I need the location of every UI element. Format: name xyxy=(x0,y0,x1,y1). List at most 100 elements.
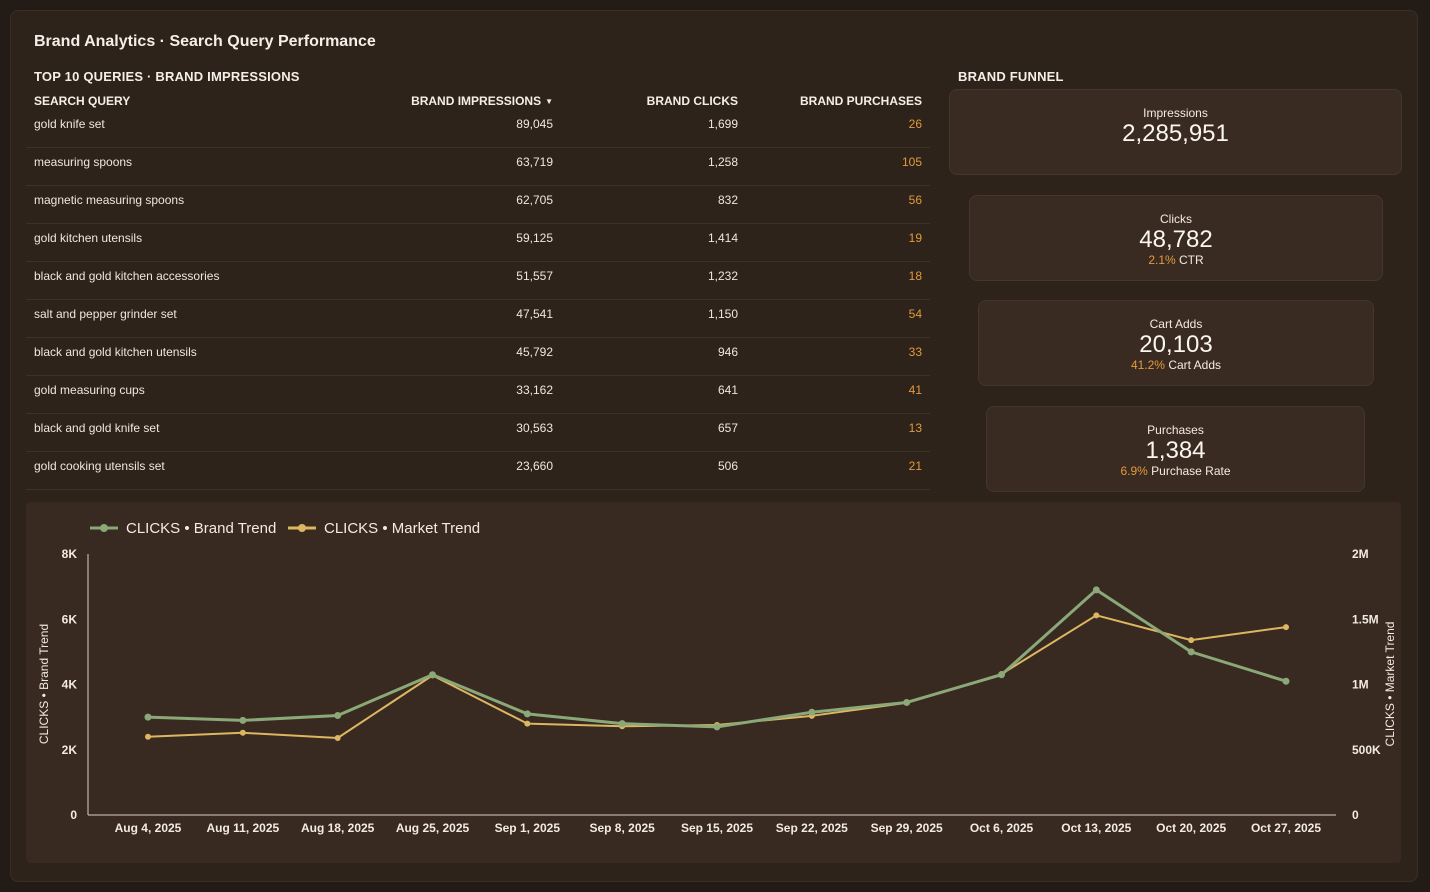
cell-brand-purchases: 105 xyxy=(901,155,922,169)
series-line-brand-trend xyxy=(147,588,1287,729)
funnel-rate: 41.2% Cart Adds xyxy=(979,358,1373,372)
cell-brand-clicks: 506 xyxy=(717,459,738,473)
cell-brand-purchases: 33 xyxy=(908,345,922,359)
table-row[interactable]: gold cooking utensils set 23,660 506 21 xyxy=(26,452,930,490)
y2-tick-label: 0 xyxy=(1352,808,1359,822)
data-point-brand xyxy=(808,708,816,716)
table-row[interactable]: black and gold kitchen accessories 51,557… xyxy=(26,262,930,300)
series-line-market-trend xyxy=(147,614,1287,740)
funnel-card-cart-adds: Cart Adds 20,103 41.2% Cart Adds xyxy=(978,300,1374,386)
cell-brand-impressions: 51,557 xyxy=(516,269,553,283)
cell-brand-clicks: 946 xyxy=(717,345,738,359)
cell-search-query: gold measuring cups xyxy=(34,383,145,397)
x-tick-label: Oct 13, 2025 xyxy=(1061,821,1131,835)
data-point-market xyxy=(239,729,246,736)
cell-brand-impressions: 47,541 xyxy=(516,307,553,321)
cell-brand-impressions: 33,162 xyxy=(516,383,553,397)
x-tick-label: Sep 22, 2025 xyxy=(776,821,848,835)
y2-tick-label: 1.5M xyxy=(1352,612,1379,626)
table-row[interactable]: gold measuring cups 33,162 641 41 xyxy=(26,376,930,414)
cell-brand-clicks: 1,150 xyxy=(707,307,738,321)
table-row[interactable]: magnetic measuring spoons 62,705 832 56 xyxy=(26,186,930,224)
table-row[interactable]: black and gold kitchen utensils 45,792 946… xyxy=(26,338,930,376)
cell-brand-impressions: 89,045 xyxy=(516,117,553,131)
data-point-market xyxy=(1188,637,1195,644)
x-tick-label: Aug 4, 2025 xyxy=(115,821,182,835)
cell-search-query: measuring spoons xyxy=(34,155,133,169)
table-title: TOP 10 QUERIES · BRAND IMPRESSIONS xyxy=(34,69,300,84)
funnel-label: Cart Adds xyxy=(1149,317,1203,331)
cell-search-query: black and gold kitchen utensils xyxy=(34,345,197,359)
cell-brand-purchases: 19 xyxy=(908,231,922,245)
y2-tick-label: 500K xyxy=(1352,743,1381,757)
cell-brand-clicks: 641 xyxy=(717,383,738,397)
cell-search-query: gold knife set xyxy=(34,117,105,131)
data-point-brand xyxy=(523,710,531,718)
trend-chart: 0 2K 4K 6K 8K 0 500K 1M 1.5M 2M Aug 4, 2025 Aug 11,… xyxy=(37,520,1397,835)
y-tick-label: 4K xyxy=(62,678,78,692)
legend-label-0: CLICKS • Brand Trend xyxy=(126,520,276,537)
table-row[interactable]: gold knife set 89,045 1,699 26 xyxy=(26,110,930,148)
cell-brand-purchases: 54 xyxy=(908,307,922,321)
funnel-rate-label: Purchase Rate xyxy=(1151,464,1231,478)
x-tick-label: Aug 18, 2025 xyxy=(301,821,375,835)
x-tick-label: Sep 8, 2025 xyxy=(589,821,655,835)
funnel-rate-label: CTR xyxy=(1179,253,1204,267)
x-tick-label: Aug 11, 2025 xyxy=(206,821,279,835)
col-header-brand-impressions[interactable]: BRAND IMPRESSIONS ▼ xyxy=(346,94,553,108)
cell-brand-clicks: 1,414 xyxy=(707,231,738,245)
funnel-rate-value: 41.2% xyxy=(1130,358,1165,372)
data-point-brand xyxy=(239,716,247,724)
funnel-rate: 2.1% CTR xyxy=(970,253,1382,267)
funnel-rate-label: Cart Adds xyxy=(1168,358,1222,372)
cell-brand-impressions: 59,125 xyxy=(516,231,553,245)
cell-brand-impressions: 63,719 xyxy=(516,155,553,169)
funnel-label: Purchases xyxy=(1147,423,1204,437)
data-point-market xyxy=(1283,624,1289,631)
y-tick-label: 6K xyxy=(62,612,78,626)
funnel-rate-value: 6.9% xyxy=(1120,464,1148,478)
legend-label-1: CLICKS • Market Trend xyxy=(324,520,480,537)
cell-search-query: black and gold kitchen accessories xyxy=(34,269,220,283)
data-point-brand xyxy=(429,671,436,679)
trend-chart-panel: 0 2K 4K 6K 8K 0 500K 1M 1.5M 2M Aug 4, 2025 Aug 11,… xyxy=(26,502,1401,863)
cell-brand-impressions: 45,792 xyxy=(516,345,553,359)
funnel-card-impressions: Impressions 2,285,951 xyxy=(949,89,1402,175)
data-point-brand xyxy=(1187,648,1195,656)
data-point-market xyxy=(145,733,151,740)
table-row[interactable]: salt and pepper grinder set 47,541 1,150 54 xyxy=(26,300,930,338)
cell-search-query: salt and pepper grinder set xyxy=(34,307,177,321)
col-header-brand-purchases[interactable]: BRAND PURCHASES xyxy=(799,94,922,108)
col-header-brand-clicks[interactable]: BRAND CLICKS xyxy=(646,94,738,108)
data-point-brand xyxy=(998,671,1005,679)
cell-brand-clicks: 1,232 xyxy=(707,269,738,283)
cell-brand-clicks: 1,699 xyxy=(707,117,738,131)
cell-brand-purchases: 41 xyxy=(908,383,922,397)
data-point-brand xyxy=(713,723,721,731)
table-row[interactable]: gold kitchen utensils 59,125 1,414 19 xyxy=(26,224,930,262)
col-header-search-query[interactable]: SEARCH QUERY xyxy=(34,94,131,108)
funnel-title: BRAND FUNNEL xyxy=(958,69,1064,84)
cell-brand-clicks: 832 xyxy=(717,193,738,207)
cell-brand-impressions: 62,705 xyxy=(516,193,553,207)
data-point-brand xyxy=(1282,677,1290,685)
table-row[interactable]: measuring spoons 63,719 1,258 105 xyxy=(26,148,930,186)
funnel-value: 1,384 xyxy=(1145,437,1206,464)
x-tick-label: Sep 15, 2025 xyxy=(681,821,753,835)
funnel-label: Clicks xyxy=(1160,212,1192,226)
x-tick-label: Oct 27, 2025 xyxy=(1251,821,1321,835)
y-axis-title: CLICKS • Brand Trend xyxy=(37,624,51,744)
x-tick-label: Oct 20, 2025 xyxy=(1156,821,1226,835)
cell-brand-purchases: 26 xyxy=(908,117,922,131)
legend-marker-0 xyxy=(100,524,108,532)
funnel-value: 20,103 xyxy=(1139,331,1213,358)
table-row[interactable]: black and gold knife set 30,563 657 13 xyxy=(26,414,930,452)
y2-axis-title: CLICKS • Market Trend xyxy=(1383,622,1397,747)
x-tick-label: Sep 29, 2025 xyxy=(871,821,943,835)
x-tick-label: Oct 6, 2025 xyxy=(970,821,1034,835)
data-point-brand xyxy=(1092,586,1100,594)
cell-search-query: magnetic measuring spoons xyxy=(34,193,185,207)
y-tick-label: 2K xyxy=(62,743,78,757)
legend-marker-1 xyxy=(298,524,306,532)
funnel-rate: 6.9% Purchase Rate xyxy=(987,464,1364,478)
